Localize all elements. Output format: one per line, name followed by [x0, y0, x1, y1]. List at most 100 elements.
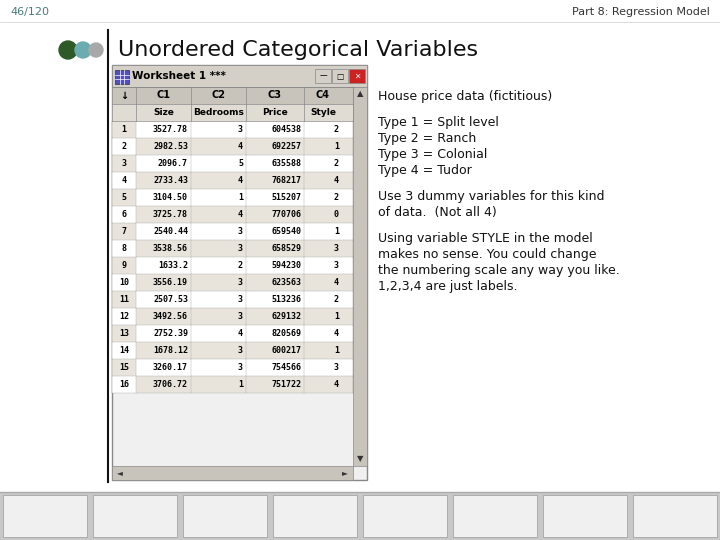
Text: 2507.53: 2507.53 — [153, 295, 188, 304]
Bar — [112, 274, 353, 291]
Bar — [115, 70, 129, 84]
Bar — [112, 172, 136, 189]
Text: 1: 1 — [122, 125, 127, 134]
Text: 3: 3 — [334, 244, 339, 253]
Bar — [112, 104, 353, 121]
Text: 1678.12: 1678.12 — [153, 346, 188, 355]
Bar — [112, 342, 136, 359]
Text: 4: 4 — [334, 380, 339, 389]
Text: 1: 1 — [334, 346, 339, 355]
Bar — [112, 274, 136, 291]
Bar — [543, 495, 627, 537]
Bar — [112, 308, 136, 325]
Text: 770706: 770706 — [271, 210, 301, 219]
Text: 658529: 658529 — [271, 244, 301, 253]
Text: 515207: 515207 — [271, 193, 301, 202]
Bar — [363, 495, 447, 537]
Text: 513236: 513236 — [271, 295, 301, 304]
Text: 5: 5 — [122, 193, 127, 202]
Bar — [112, 359, 136, 376]
Bar — [112, 466, 353, 480]
Text: 4: 4 — [334, 176, 339, 185]
Text: 12: 12 — [119, 312, 129, 321]
Text: C1: C1 — [156, 91, 171, 100]
Text: 3: 3 — [334, 363, 339, 372]
Text: 3104.50: 3104.50 — [153, 193, 188, 202]
Bar — [349, 69, 365, 83]
Text: 1,2,3,4 are just labels.: 1,2,3,4 are just labels. — [378, 280, 518, 293]
Bar — [3, 495, 87, 537]
Bar — [112, 291, 136, 308]
Text: 3: 3 — [238, 125, 243, 134]
Bar — [332, 69, 348, 83]
Bar — [112, 189, 136, 206]
Text: 3538.56: 3538.56 — [153, 244, 188, 253]
Text: 10: 10 — [119, 278, 129, 287]
Text: 5: 5 — [238, 159, 243, 168]
Text: 629132: 629132 — [271, 312, 301, 321]
Text: 9: 9 — [122, 261, 127, 270]
Text: 4: 4 — [122, 176, 127, 185]
Text: 692257: 692257 — [271, 142, 301, 151]
Text: 4: 4 — [238, 210, 243, 219]
Text: Type 1 = Split level: Type 1 = Split level — [378, 116, 499, 129]
Bar — [112, 189, 353, 206]
Text: 4: 4 — [238, 329, 243, 338]
Text: 1: 1 — [334, 312, 339, 321]
Text: 4: 4 — [238, 176, 243, 185]
Circle shape — [89, 43, 103, 57]
Bar — [112, 223, 353, 240]
Bar — [112, 206, 136, 223]
Bar — [273, 495, 357, 537]
Bar — [112, 65, 367, 480]
Text: Use 3 dummy variables for this kind: Use 3 dummy variables for this kind — [378, 190, 605, 203]
Bar — [633, 495, 717, 537]
Text: 2733.43: 2733.43 — [153, 176, 188, 185]
Text: Type 3 = Colonial: Type 3 = Colonial — [378, 148, 487, 161]
Text: 4: 4 — [334, 329, 339, 338]
Text: ►: ► — [342, 469, 348, 477]
Bar — [112, 155, 353, 172]
Text: 7: 7 — [122, 227, 127, 236]
Text: 1: 1 — [238, 193, 243, 202]
Text: 623563: 623563 — [271, 278, 301, 287]
Text: 2: 2 — [122, 142, 127, 151]
Text: C2: C2 — [212, 91, 225, 100]
Bar — [112, 121, 136, 138]
Text: Price: Price — [262, 108, 288, 117]
Circle shape — [59, 41, 77, 59]
Bar — [112, 138, 353, 155]
Text: 659540: 659540 — [271, 227, 301, 236]
Text: 3260.17: 3260.17 — [153, 363, 188, 372]
Text: 751722: 751722 — [271, 380, 301, 389]
Text: 2096.7: 2096.7 — [158, 159, 188, 168]
Text: Style: Style — [310, 108, 336, 117]
Text: 0: 0 — [334, 210, 339, 219]
Text: the numbering scale any way you like.: the numbering scale any way you like. — [378, 264, 620, 277]
Bar — [112, 155, 136, 172]
Text: C3: C3 — [268, 91, 282, 100]
Bar — [315, 69, 331, 83]
Text: Part 8: Regression Model: Part 8: Regression Model — [572, 7, 710, 17]
Text: 604538: 604538 — [271, 125, 301, 134]
Bar — [112, 206, 353, 223]
Text: 594230: 594230 — [271, 261, 301, 270]
Text: 3: 3 — [238, 363, 243, 372]
Circle shape — [75, 42, 91, 58]
Text: 754566: 754566 — [271, 363, 301, 372]
Text: 768217: 768217 — [271, 176, 301, 185]
Bar — [112, 172, 353, 189]
Text: —: — — [319, 71, 327, 80]
Text: Bedrooms: Bedrooms — [193, 108, 244, 117]
Text: 3556.19: 3556.19 — [153, 278, 188, 287]
Text: 600217: 600217 — [271, 346, 301, 355]
Text: 3: 3 — [238, 312, 243, 321]
Bar — [112, 257, 353, 274]
Text: ◄: ◄ — [117, 469, 123, 477]
Bar — [112, 223, 136, 240]
Bar — [0, 492, 720, 540]
Text: 3: 3 — [238, 278, 243, 287]
Text: 1: 1 — [238, 380, 243, 389]
Text: 6: 6 — [122, 210, 127, 219]
Bar — [112, 308, 353, 325]
